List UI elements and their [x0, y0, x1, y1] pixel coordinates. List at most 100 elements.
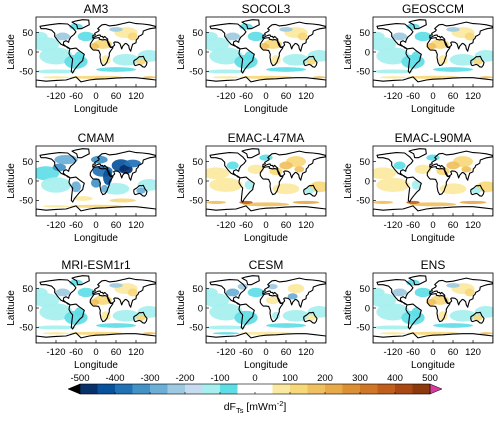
coastline-africa	[259, 293, 284, 323]
anomaly-region	[112, 53, 140, 66]
anomaly-region	[124, 159, 141, 168]
anomaly-region	[244, 180, 254, 190]
coastline-namerica	[376, 23, 414, 50]
coastline-samerica	[238, 47, 255, 74]
anomaly-region	[109, 283, 123, 288]
panel-title: SOCOL3	[242, 2, 291, 16]
anomaly-region	[225, 32, 240, 41]
y-tick-label: 0	[28, 47, 33, 58]
anomaly-region	[52, 163, 66, 172]
x-axis-label: Longitude	[74, 360, 118, 371]
coastline-africa	[426, 37, 451, 67]
coastline-australia	[133, 55, 148, 68]
coastline-eurasia	[429, 21, 493, 52]
anomaly-region	[479, 332, 493, 335]
x-tick-label: -60	[69, 347, 83, 358]
y-axis-label: Latitude	[6, 290, 17, 326]
coastline-australia	[470, 184, 485, 197]
anomaly-region	[439, 183, 467, 195]
coastline-eurasia	[262, 150, 326, 181]
x-tick-label: 120	[298, 220, 314, 231]
x-tick-label: -120	[46, 347, 65, 358]
coastline-greenland	[241, 148, 260, 159]
anomaly-region	[71, 181, 81, 193]
coastlines	[36, 275, 156, 343]
anomaly-region	[426, 43, 437, 50]
anomaly-region	[287, 293, 298, 300]
y-tick-label: -50	[356, 196, 370, 207]
coastline-samerica	[238, 303, 255, 330]
coastlines	[373, 275, 493, 343]
anomaly-region	[373, 31, 385, 42]
panel-title: EMAC-L47MA	[228, 131, 305, 145]
anomaly-region	[446, 161, 460, 170]
anomaly-region	[112, 309, 140, 322]
x-tick-label: -120	[216, 91, 235, 102]
x-axis-label: Longitude	[411, 233, 455, 244]
coastline-greenland	[71, 148, 90, 159]
coastline-samerica	[68, 303, 85, 330]
map-panel: EMAC-L90MA 50 0 -50 -120 -60 0 60 120 Longitude La…	[343, 131, 494, 244]
anomaly-region	[42, 205, 70, 208]
coastline-australia	[470, 55, 485, 68]
x-tick-label: 60	[111, 220, 122, 231]
anomaly-region	[433, 323, 473, 328]
anomaly-region	[96, 323, 136, 328]
anomaly-region	[471, 187, 481, 194]
coastline-eurasia	[429, 277, 493, 308]
anomaly-region	[206, 287, 218, 298]
coastline-samerica	[238, 176, 255, 203]
panel-title: CESM	[249, 258, 284, 272]
map-panel: CESM 50 0 -50 -120 -60 0 60 120 Longitude Latitude	[176, 258, 327, 371]
x-tick-label: 60	[448, 91, 459, 102]
anomaly-region	[414, 287, 432, 298]
anomaly-region	[136, 314, 146, 321]
anomaly-region	[426, 299, 437, 306]
colorbar-swatch	[325, 384, 343, 394]
y-axis-label: Latitude	[343, 34, 354, 70]
y-tick-label: 0	[198, 176, 203, 187]
x-tick-label: 0	[93, 220, 98, 231]
y-axis-label: Latitude	[6, 34, 17, 70]
x-axis-label: Longitude	[411, 360, 455, 371]
x-tick-label: 60	[111, 91, 122, 102]
colorbar-swatch	[377, 384, 396, 394]
map-panel: ENS 50 0 -50 -120 -60 0 60 120 Longitude Latitude	[343, 258, 494, 371]
anomaly-region	[406, 200, 420, 204]
coastline-australia	[470, 311, 485, 324]
anomaly-region	[266, 296, 280, 305]
coastline-africa	[426, 166, 451, 196]
map-panel: CMAM 50 0 -50 -120 -60 0 60 120 Longitude Latitude	[6, 131, 157, 244]
coastline-eurasia	[429, 150, 493, 181]
y-tick-label: 0	[365, 47, 370, 58]
x-axis-label: Longitude	[74, 233, 118, 244]
coastline-namerica	[39, 23, 77, 50]
coastline-antarctica	[206, 205, 326, 216]
anomaly-region	[89, 43, 100, 50]
colorbar-label-unit: [mWm	[243, 401, 276, 413]
coastline-africa	[426, 293, 451, 323]
colorbar-label-main: dF	[224, 401, 236, 413]
colorbar-swatch	[220, 384, 238, 394]
panel-title: MRI-ESM1r1	[61, 258, 131, 272]
coastline-namerica	[39, 152, 77, 179]
coastline-antarctica	[206, 332, 326, 343]
x-tick-label: 60	[281, 347, 292, 358]
anomaly-region	[89, 299, 100, 306]
anomaly-region	[209, 177, 243, 192]
anomaly-region	[42, 76, 70, 79]
coastlines	[36, 148, 156, 216]
coastline-greenland	[241, 275, 260, 286]
colorbar-tick-label: -500	[70, 373, 89, 384]
anomaly-region	[464, 32, 475, 41]
anomaly-region	[101, 184, 108, 193]
anomaly-region	[96, 67, 136, 72]
y-tick-label: -50	[19, 196, 33, 207]
anomaly-region	[91, 178, 101, 188]
coastlines	[36, 19, 156, 87]
y-tick-label: -50	[356, 323, 370, 334]
x-tick-label: 60	[281, 91, 292, 102]
x-tick-label: 0	[430, 347, 435, 358]
x-axis-label: Longitude	[244, 360, 288, 371]
x-tick-label: -120	[383, 91, 402, 102]
